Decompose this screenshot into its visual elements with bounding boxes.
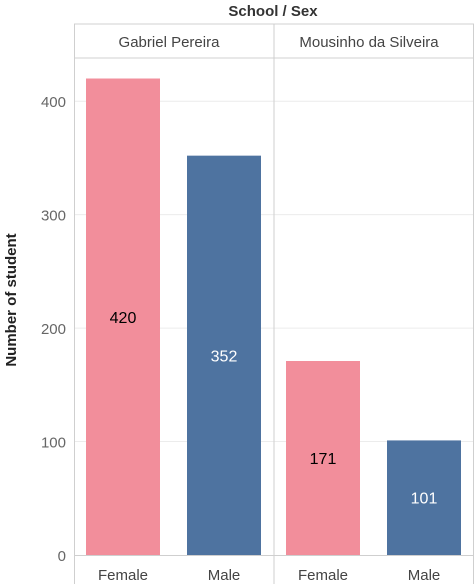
- bar-value-label: 171: [310, 451, 337, 468]
- bar-value-label: 101: [411, 491, 438, 508]
- bars: 420 352 171 101: [86, 78, 461, 555]
- x-category-label: Male: [208, 567, 241, 584]
- y-tick-label: 0: [58, 548, 66, 565]
- x-category-label: Female: [98, 567, 148, 584]
- chart-header-title: School / Sex: [228, 3, 318, 20]
- panel-titles: Gabriel Pereira Mousinho da Silveira: [119, 34, 440, 51]
- y-tick-label: 300: [41, 208, 66, 225]
- y-tick-label: 200: [41, 321, 66, 338]
- bar-female: [86, 78, 160, 555]
- y-tick-label: 400: [41, 94, 66, 111]
- bar-value-label: 352: [211, 348, 238, 365]
- bar-male: [387, 440, 461, 555]
- bar-value-label: 420: [110, 310, 137, 327]
- x-axis-categories: Female Male Female Male: [98, 567, 440, 584]
- bar-male: [187, 155, 261, 555]
- y-axis-label: Number of student: [3, 233, 20, 366]
- x-category-label: Female: [298, 567, 348, 584]
- bar-female: [286, 361, 360, 555]
- y-axis-ticks: 0 100 200 300 400: [41, 94, 66, 565]
- panel-title: Mousinho da Silveira: [299, 34, 439, 51]
- panel-title: Gabriel Pereira: [119, 34, 221, 51]
- y-tick-label: 100: [41, 435, 66, 452]
- x-category-label: Male: [408, 567, 441, 584]
